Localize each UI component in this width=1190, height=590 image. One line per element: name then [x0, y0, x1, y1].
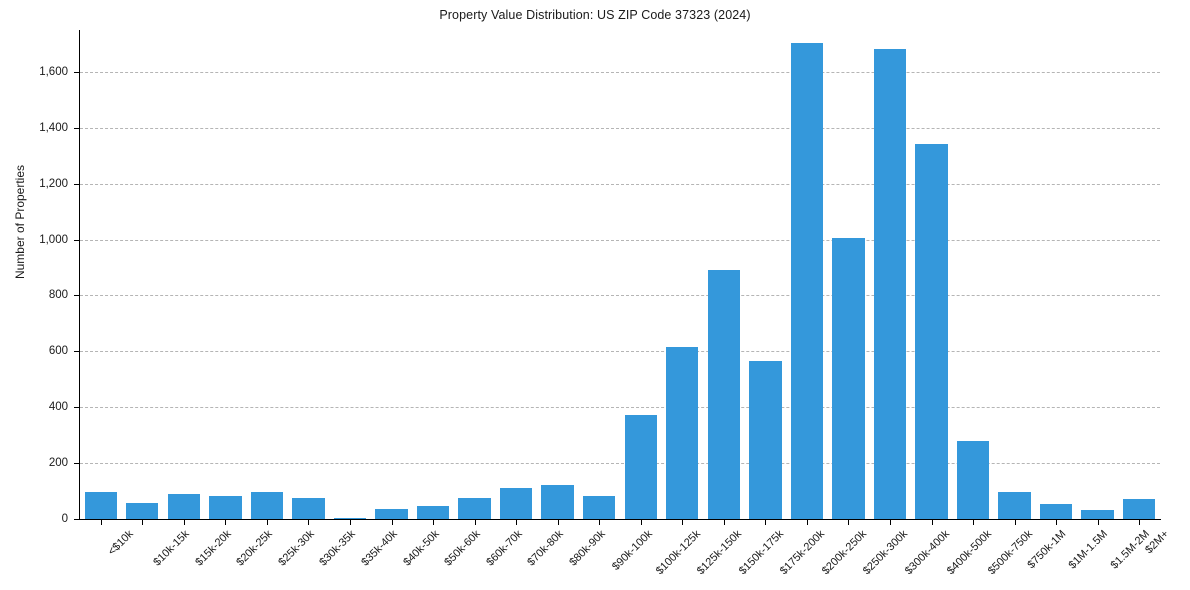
- x-tick-mark: [1097, 520, 1099, 525]
- x-tick-mark: [350, 520, 351, 525]
- y-tick-mark: [74, 407, 80, 409]
- x-tick-label: $80k-90k: [566, 528, 608, 569]
- x-tick-mark: [1014, 520, 1016, 525]
- x-tick-mark: [640, 520, 642, 525]
- y-tick-mark: [74, 351, 80, 353]
- bar[interactable]: [416, 505, 450, 519]
- y-tick-label: 0: [61, 513, 68, 525]
- x-tick-label: $20k-25k: [234, 528, 276, 569]
- y-tick-mark: [74, 239, 80, 241]
- bar[interactable]: [707, 270, 741, 519]
- bar[interactable]: [956, 441, 990, 519]
- y-tick-mark: [74, 463, 80, 465]
- bar[interactable]: [375, 508, 408, 519]
- x-tick-label: $70k-80k: [525, 528, 566, 569]
- x-tick-mark: [1056, 520, 1058, 525]
- bar[interactable]: [126, 503, 159, 519]
- x-tick-mark: [723, 520, 725, 525]
- bar[interactable]: [541, 484, 574, 519]
- x-tick-mark: [599, 520, 601, 525]
- x-axis-line: [80, 519, 1161, 521]
- y-tick-label: 600: [48, 345, 68, 358]
- bar[interactable]: [1039, 503, 1073, 519]
- x-tick-mark: [931, 520, 933, 525]
- x-tick-label: $30k-35k: [317, 528, 359, 569]
- bar[interactable]: [333, 518, 367, 519]
- x-tick-label: $25k-30k: [276, 528, 317, 569]
- y-tick-label: 800: [48, 289, 68, 302]
- x-tick-mark: [474, 520, 476, 525]
- x-tick-label: <$10k: [105, 528, 136, 558]
- bar[interactable]: [583, 496, 616, 519]
- x-tick-label: $40k-50k: [400, 528, 442, 569]
- x-tick-mark: [225, 520, 227, 525]
- gridline: [80, 407, 1160, 409]
- plot-area: [80, 30, 1160, 519]
- bar[interactable]: [499, 487, 533, 519]
- bar[interactable]: [292, 498, 325, 519]
- x-tick-mark: [806, 520, 808, 525]
- bar[interactable]: [458, 498, 491, 519]
- bar[interactable]: [84, 492, 117, 519]
- x-tick-label: $15k-20k: [193, 528, 234, 569]
- y-tick-mark: [74, 183, 80, 185]
- x-tick-mark: [973, 520, 975, 525]
- bar[interactable]: [167, 494, 201, 519]
- x-tick-mark: [142, 520, 144, 525]
- bar[interactable]: [624, 415, 657, 519]
- y-tick-mark: [74, 295, 80, 297]
- bar[interactable]: [998, 492, 1031, 519]
- bar[interactable]: [915, 144, 948, 519]
- y-tick-label: 1,600: [39, 65, 68, 78]
- bar[interactable]: [250, 492, 284, 519]
- x-tick-mark: [516, 520, 518, 525]
- gridline: [80, 351, 1160, 353]
- y-tick-label: 1,400: [39, 121, 68, 134]
- gridline: [80, 295, 1160, 297]
- bar[interactable]: [873, 49, 907, 519]
- y-tick-label: 1,200: [39, 177, 68, 190]
- x-tick-label: $60k-70k: [483, 528, 525, 569]
- x-tick-mark: [266, 520, 268, 525]
- x-tick-mark: [433, 520, 435, 525]
- bar[interactable]: [666, 347, 699, 519]
- y-axis-label: Number of Properties: [13, 164, 27, 280]
- chart-title: Property Value Distribution: US ZIP Code…: [439, 8, 751, 22]
- y-tick-mark: [74, 127, 80, 129]
- x-tick-label: $10k-15k: [151, 528, 193, 569]
- y-tick-label: 400: [48, 401, 68, 414]
- y-tick-mark: [74, 71, 80, 73]
- y-axis-line: [79, 30, 80, 520]
- x-tick-mark: [100, 520, 102, 525]
- x-tick-mark: [308, 520, 310, 525]
- x-tick-mark: [391, 520, 393, 525]
- bar[interactable]: [790, 43, 824, 519]
- gridline: [80, 183, 1160, 185]
- x-tick-label: $35k-40k: [359, 528, 400, 569]
- gridline: [80, 127, 1160, 129]
- x-tick-mark: [682, 520, 684, 525]
- x-tick-mark: [557, 520, 559, 525]
- x-tick-mark: [765, 520, 767, 525]
- x-tick-label: $1M-1.5M: [1066, 528, 1111, 572]
- y-tick-mark: [74, 519, 80, 520]
- y-tick-label: 200: [48, 457, 68, 470]
- bar[interactable]: [832, 238, 865, 519]
- bar[interactable]: [1081, 509, 1114, 519]
- bar[interactable]: [1123, 498, 1156, 519]
- x-tick-mark: [183, 520, 185, 525]
- x-tick-mark: [848, 520, 850, 525]
- x-tick-label: $90k-100k: [610, 528, 656, 573]
- bar[interactable]: [209, 495, 242, 519]
- y-tick-label: 1,000: [39, 233, 68, 246]
- gridline: [80, 71, 1160, 73]
- x-tick-mark: [890, 520, 891, 525]
- gridline: [80, 239, 1160, 241]
- x-tick-mark: [1139, 520, 1141, 525]
- x-tick-label: $50k-60k: [442, 528, 483, 569]
- gridline: [80, 463, 1160, 465]
- bar[interactable]: [749, 361, 782, 519]
